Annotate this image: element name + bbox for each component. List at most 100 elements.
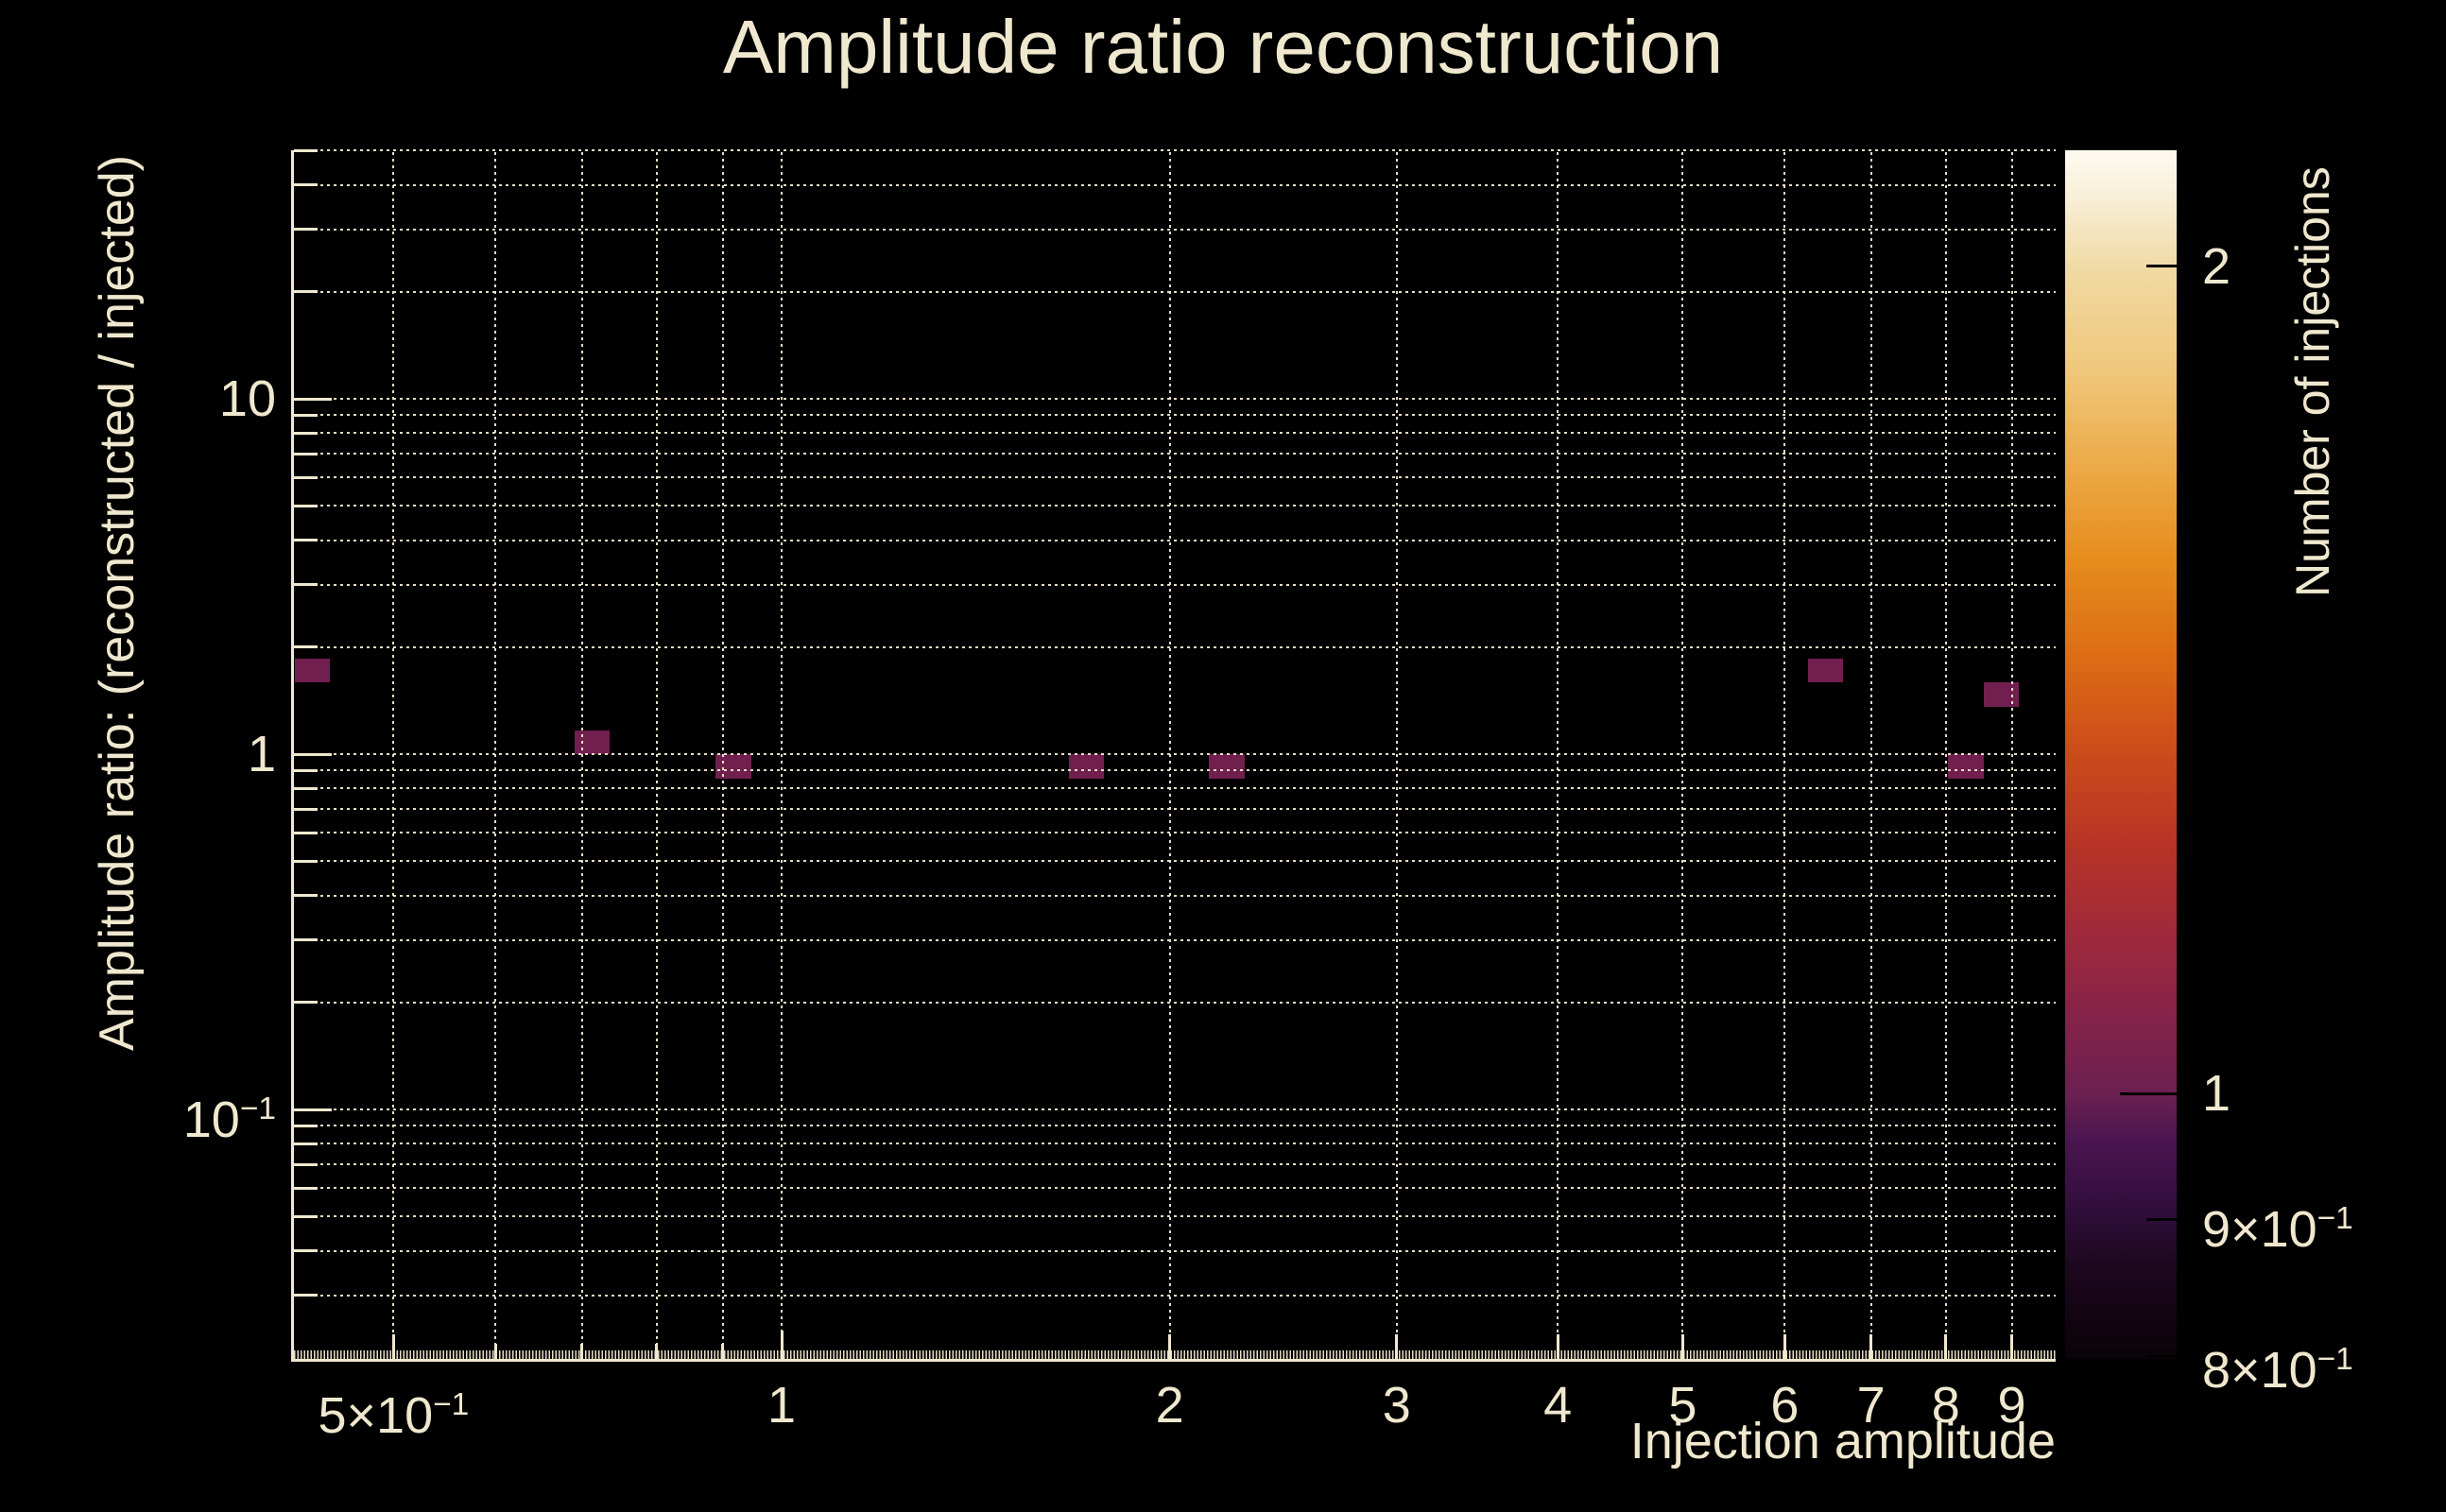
y-axis-tick (294, 148, 318, 152)
y-axis-tick (294, 831, 318, 834)
histogram-bin (1209, 754, 1245, 779)
gridline-x (1869, 150, 1872, 1359)
gridline-y (294, 808, 2056, 811)
x-tick-label: 6 (1770, 1377, 1800, 1434)
x-axis-tick (391, 1334, 395, 1359)
gridline-y (294, 505, 2056, 507)
y-tick-label: 1 (247, 726, 276, 782)
colorbar-tick (2146, 265, 2177, 268)
y-axis-tick (294, 475, 318, 479)
y-axis-line (291, 150, 294, 1362)
y-axis-tick (294, 894, 318, 898)
y-tick-label: 10−1 (182, 1091, 276, 1148)
colorbar-tick-label: 1 (2202, 1065, 2231, 1122)
gridline-y (294, 1249, 2056, 1252)
gridline-x (494, 150, 497, 1359)
gridline-y (294, 149, 2056, 152)
gridline-y (294, 1294, 2056, 1297)
x-tick-label: 2 (1155, 1377, 1184, 1434)
gridline-y (294, 1215, 2056, 1218)
gridline-y (294, 787, 2056, 790)
x-axis-tick (1783, 1334, 1786, 1359)
x-axis-tick (2010, 1334, 2014, 1359)
y-axis-title: Amplitude ratio: (reconstructed / inject… (90, 155, 145, 1051)
gridline-y (294, 539, 2056, 541)
x-tick-label: 1 (767, 1377, 797, 1434)
y-axis-tick (294, 228, 318, 232)
gridline-y (294, 753, 2056, 755)
colorbar-tick-label: 9×10−1 (2202, 1201, 2353, 1259)
y-axis-tick (294, 786, 318, 790)
y-axis-tick (294, 1108, 332, 1111)
gridline-y (294, 1163, 2056, 1166)
x-axis-tick (1869, 1334, 1873, 1359)
y-axis-tick (294, 183, 318, 187)
gridline-x (1557, 150, 1559, 1359)
gridline-y (294, 645, 2056, 648)
x-axis-tick (1168, 1334, 1172, 1359)
x-axis-tick (1395, 1334, 1399, 1359)
y-axis-tick (294, 1249, 318, 1253)
colorbar-tick-label: 8×10−1 (2202, 1341, 2353, 1399)
colorbar-tick-label: 2 (2202, 237, 2231, 295)
histogram-bin (1807, 659, 1844, 682)
y-axis-tick (294, 645, 318, 649)
gridline-y (294, 1143, 2056, 1145)
y-axis-tick (294, 1162, 318, 1166)
y-tick-label: 10 (218, 370, 276, 427)
x-axis-tick (1680, 1334, 1684, 1359)
y-axis-tick (294, 397, 332, 401)
colorbar-title: Number of injections (2286, 166, 2339, 597)
colorbar-tick (2146, 1354, 2177, 1358)
y-axis-tick (294, 938, 318, 942)
gridline-x (1168, 150, 1171, 1359)
gridline-y (294, 938, 2056, 941)
colorbar-tick (2120, 1091, 2177, 1095)
gridline-x (1395, 150, 1398, 1359)
x-axis-title: Injection amplitude (1629, 1413, 2056, 1469)
gridline-y (294, 476, 2056, 479)
gridline-x (655, 150, 658, 1359)
gridline-y (294, 398, 2056, 400)
gridline-y (294, 1108, 2056, 1110)
gridline-y (294, 860, 2056, 863)
gridline-y (294, 290, 2056, 293)
gridline-x (2010, 150, 2013, 1359)
x-tick-label: 5 (1668, 1377, 1697, 1434)
y-axis-tick (294, 752, 332, 756)
y-axis-tick (294, 1294, 318, 1297)
x-tick-label: 9 (1997, 1377, 2026, 1434)
x-tick-label: 5×10−1 (318, 1387, 470, 1444)
x-tick-label: 8 (1931, 1377, 1960, 1434)
gridline-x (392, 150, 395, 1359)
gridline-y (294, 769, 2056, 772)
y-axis-tick (294, 290, 318, 294)
colorbar (2065, 150, 2177, 1359)
y-axis-tick (294, 452, 318, 455)
gridline-y (294, 1187, 2056, 1190)
y-axis-tick (294, 539, 318, 542)
histogram-bin (1983, 681, 2020, 707)
gridline-y (294, 832, 2056, 834)
y-axis-tick (294, 504, 318, 507)
y-axis-tick (294, 1214, 318, 1218)
gridline-x (580, 150, 583, 1359)
gridline-y (294, 228, 2056, 231)
x-tick-label: 4 (1543, 1377, 1573, 1434)
gridline-y (294, 583, 2056, 586)
gridline-y (294, 432, 2056, 435)
histogram-bin (575, 730, 611, 754)
gridline-x (1681, 150, 1684, 1359)
y-axis-tick (294, 1124, 318, 1127)
colorbar-tick (2146, 1217, 2177, 1221)
histogram-bin (1948, 754, 1984, 779)
y-axis-tick (294, 413, 318, 417)
x-axis-tick (780, 1331, 784, 1359)
gridline-y (294, 1001, 2056, 1004)
gridline-y (294, 1125, 2056, 1127)
histogram-bin (1068, 754, 1105, 779)
y-axis-tick (294, 1186, 318, 1190)
x-tick-label: 3 (1382, 1377, 1411, 1434)
gridline-x (1944, 150, 1947, 1359)
gridline-y (294, 183, 2056, 186)
